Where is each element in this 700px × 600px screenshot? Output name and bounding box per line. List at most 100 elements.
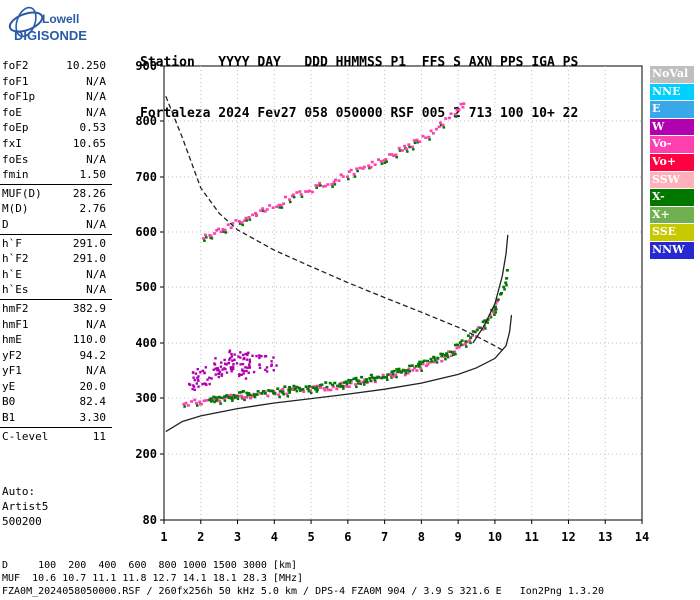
data-point — [229, 357, 232, 360]
param-row: yF2 94.2 — [0, 348, 112, 364]
data-point — [202, 399, 206, 403]
data-point — [486, 318, 490, 321]
data-point — [317, 184, 321, 187]
param-label: yF1 — [2, 364, 22, 378]
data-point — [349, 168, 353, 172]
data-point — [210, 377, 213, 380]
data-point — [388, 153, 392, 156]
data-point — [404, 147, 408, 151]
data-point — [389, 373, 393, 377]
y-tick-label: 700 — [135, 170, 157, 184]
data-point — [326, 388, 330, 392]
data-point — [220, 374, 223, 377]
data-point — [354, 383, 358, 386]
data-point — [263, 210, 267, 213]
ionospheric-parameters: foF2 10.250 foF1 N/A foF1p N/A foE N/A foEp 0.53 f… — [0, 58, 112, 444]
data-point — [421, 362, 425, 366]
data-point — [449, 354, 453, 358]
data-point — [447, 350, 451, 353]
data-point — [224, 231, 228, 234]
x-tick-label: 5 — [307, 530, 314, 544]
data-point — [300, 195, 304, 198]
data-point — [201, 369, 205, 373]
data-point — [273, 392, 277, 395]
data-point — [237, 374, 241, 378]
data-point — [469, 341, 472, 345]
data-point — [322, 387, 326, 390]
data-point — [435, 361, 439, 364]
data-point — [342, 384, 346, 388]
data-point — [229, 393, 233, 397]
data-point — [370, 376, 374, 379]
data-point — [397, 146, 401, 150]
data-point — [226, 223, 230, 227]
data-point — [223, 367, 226, 370]
data-point — [349, 379, 353, 382]
data-point — [227, 394, 231, 397]
data-point — [204, 233, 208, 237]
ionogram-chart: 1 2 3 4 5 6 7 8 9 10 11 12 13 14802003004005006007008… — [135, 59, 649, 544]
data-point — [256, 390, 260, 393]
data-point — [386, 378, 389, 382]
data-point — [230, 397, 234, 400]
data-point — [365, 378, 369, 381]
data-point — [261, 389, 265, 393]
data-point — [183, 405, 186, 408]
x-tick-label: 9 — [455, 530, 462, 544]
data-point — [230, 355, 233, 358]
data-point — [184, 401, 188, 405]
data-point — [213, 232, 217, 235]
param-label: yF2 — [2, 348, 22, 362]
data-point — [248, 366, 251, 369]
data-point — [395, 156, 398, 159]
data-point — [295, 191, 299, 194]
data-point — [415, 138, 419, 142]
profile-curve — [165, 314, 513, 433]
param-value: 20.0 — [79, 379, 107, 393]
data-point — [443, 353, 447, 357]
data-point — [219, 365, 223, 368]
data-point — [386, 373, 390, 376]
data-point — [213, 363, 217, 366]
data-point — [420, 369, 423, 373]
data-point — [403, 369, 407, 372]
data-point — [288, 391, 291, 394]
data-point — [458, 341, 462, 344]
data-point — [415, 369, 419, 372]
data-point — [391, 372, 395, 376]
data-point — [339, 385, 343, 388]
data-point — [356, 379, 360, 383]
data-point — [191, 387, 194, 391]
data-point — [228, 350, 231, 354]
param-label: D — [2, 217, 9, 231]
legend-item: Vo+ — [650, 153, 694, 171]
data-point — [195, 382, 199, 385]
data-point — [318, 386, 322, 390]
data-point — [352, 172, 356, 176]
data-point — [275, 364, 278, 367]
param-row: h`F 291.0 — [0, 236, 112, 252]
param-value: 382.9 — [72, 301, 106, 315]
data-point — [478, 326, 482, 330]
data-point — [418, 365, 421, 368]
param-label: hmF1 — [2, 317, 29, 331]
param-label: M(D) — [2, 202, 29, 216]
legend-item: W — [650, 118, 694, 136]
polarization-legend: NoVal NNE E W Vo- Vo+ SSW X- X+ SSE NNW — [650, 66, 694, 260]
param-label: h`E — [2, 267, 22, 281]
data-point — [473, 330, 477, 334]
logo-line1: Lowell — [42, 12, 79, 26]
param-row: yF1 N/A — [0, 363, 112, 379]
data-point — [360, 375, 364, 379]
data-point — [237, 394, 241, 398]
data-point — [454, 352, 457, 356]
data-point — [410, 145, 414, 149]
data-point — [242, 353, 245, 357]
data-point — [323, 184, 327, 188]
data-point — [230, 370, 233, 373]
data-point — [285, 392, 289, 396]
data-point — [298, 386, 302, 390]
data-point — [288, 200, 292, 204]
param-separator — [0, 183, 112, 185]
data-point — [252, 370, 256, 374]
